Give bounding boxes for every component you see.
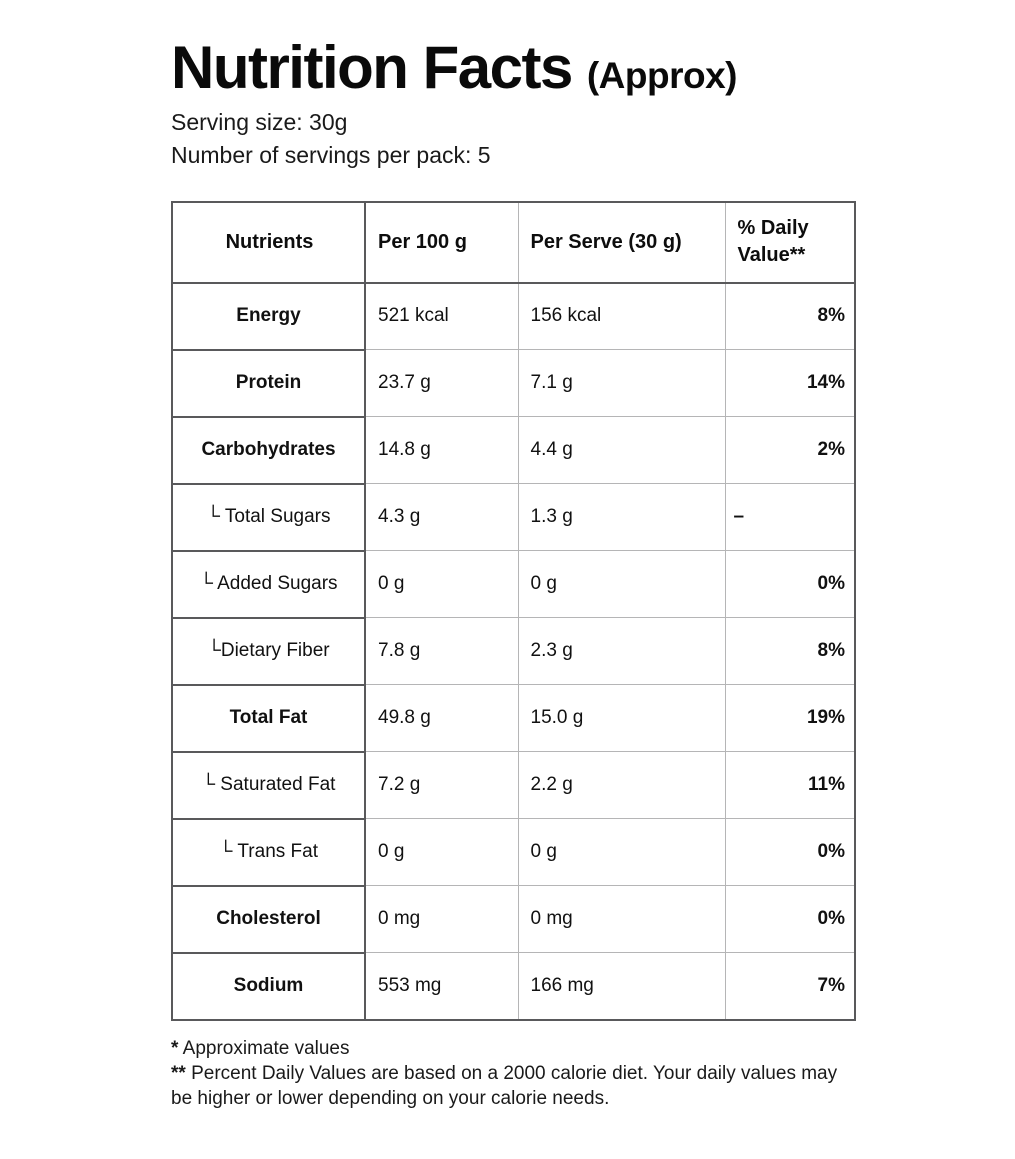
title-line: Nutrition Facts (Approx): [171, 36, 1015, 99]
per-serve-value: 156 kcal: [517, 282, 726, 351]
nutrient-name: Total Fat: [171, 683, 366, 753]
nutrient-name: └ Trans Fat: [171, 817, 366, 887]
nutrient-name: Sodium: [171, 951, 366, 1021]
nutrient-name: Carbohydrates: [171, 415, 366, 485]
table-header: Nutrients Per 100 g Per Serve (30 g) % D…: [171, 200, 856, 284]
daily-value: 11%: [724, 751, 856, 820]
table-row-dietary-fiber: └Dietary Fiber 7.8 g 2.3 g 8%: [171, 616, 856, 686]
per-serve-value: 2.3 g: [517, 617, 726, 686]
footnote-marker: *: [171, 1037, 179, 1059]
per-serve-value: 0 g: [517, 550, 726, 619]
nutrition-table: Nutrients Per 100 g Per Serve (30 g) % D…: [171, 200, 856, 1021]
per-100g-value: 553 mg: [364, 952, 519, 1021]
footnote-approximate: * Approximate values: [171, 1036, 861, 1061]
col-header-per-serve: Per Serve (30 g): [517, 201, 726, 284]
table-row-carbohydrates: Carbohydrates 14.8 g 4.4 g 2%: [171, 415, 856, 485]
nutrient-name: └Dietary Fiber: [171, 616, 366, 686]
per-serve-value: 2.2 g: [517, 751, 726, 820]
serving-info: Serving size: 30g Number of servings per…: [171, 106, 1015, 173]
table-row-cholesterol: Cholesterol 0 mg 0 mg 0%: [171, 884, 856, 954]
nutrient-name: Energy: [171, 281, 366, 351]
table-row-energy: Energy 521 kcal 156 kcal 8%: [171, 281, 856, 351]
daily-value: 2%: [724, 416, 856, 485]
table-row-trans-fat: └ Trans Fat 0 g 0 g 0%: [171, 817, 856, 887]
table-row-total-fat: Total Fat 49.8 g 15.0 g 19%: [171, 683, 856, 753]
table-row-sodium: Sodium 553 mg 166 mg 7%: [171, 951, 856, 1021]
col-header-daily-value: % Daily Value**: [724, 201, 856, 284]
per-serve-value: 0 g: [517, 818, 726, 887]
per-100g-value: 14.8 g: [364, 416, 519, 485]
per-serve-value: 4.4 g: [517, 416, 726, 485]
per-100g-value: 7.8 g: [364, 617, 519, 686]
daily-value: 0%: [724, 550, 856, 619]
col-header-nutrients: Nutrients: [171, 200, 366, 284]
per-100g-value: 4.3 g: [364, 483, 519, 552]
table-row-added-sugars: └ Added Sugars 0 g 0 g 0%: [171, 549, 856, 619]
table-row-saturated-fat: └ Saturated Fat 7.2 g 2.2 g 11%: [171, 750, 856, 820]
daily-value: 7%: [724, 952, 856, 1021]
per-serve-value: 1.3 g: [517, 483, 726, 552]
per-100g-value: 0 g: [364, 550, 519, 619]
per-100g-value: 23.7 g: [364, 349, 519, 418]
daily-value: 8%: [724, 617, 856, 686]
footnote-text: Percent Daily Values are based on a 2000…: [171, 1062, 838, 1109]
col-header-per-100g: Per 100 g: [364, 201, 519, 284]
nutrient-name: └ Added Sugars: [171, 549, 366, 619]
per-serve-value: 166 mg: [517, 952, 726, 1021]
footnote-text: Approximate values: [182, 1037, 350, 1059]
footnote-daily-values: ** Percent Daily Values are based on a 2…: [171, 1061, 861, 1111]
nutrient-name: └ Saturated Fat: [171, 750, 366, 820]
page-title: Nutrition Facts: [171, 34, 573, 101]
table-body: Energy 521 kcal 156 kcal 8% Protein 23.7…: [171, 281, 856, 1021]
daily-value: 0%: [724, 885, 856, 954]
per-100g-value: 7.2 g: [364, 751, 519, 820]
per-100g-value: 49.8 g: [364, 684, 519, 753]
per-serve-value: 7.1 g: [517, 349, 726, 418]
daily-value: –: [724, 483, 856, 552]
daily-value: 14%: [724, 349, 856, 418]
footnote-marker: **: [171, 1062, 186, 1084]
footnotes: * Approximate values ** Percent Daily Va…: [171, 1036, 861, 1111]
page-title-suffix: (Approx): [586, 55, 738, 96]
per-serve-value: 0 mg: [517, 885, 726, 954]
nutrient-name: Protein: [171, 348, 366, 418]
serving-size-text: Serving size: 30g: [171, 109, 348, 135]
per-100g-value: 0 mg: [364, 885, 519, 954]
daily-value: 19%: [724, 684, 856, 753]
servings-per-pack-text: Number of servings per pack: 5: [171, 142, 491, 169]
header-row: Nutrients Per 100 g Per Serve (30 g) % D…: [171, 200, 856, 284]
daily-value: 0%: [724, 818, 856, 887]
per-serve-value: 15.0 g: [517, 684, 726, 753]
per-100g-value: 521 kcal: [364, 282, 519, 351]
nutrient-name: Cholesterol: [171, 884, 366, 954]
table-row-protein: Protein 23.7 g 7.1 g 14%: [171, 348, 856, 418]
daily-value: 8%: [724, 282, 856, 351]
nutrition-label: Nutrition Facts (Approx) Serving size: 3…: [171, 36, 1015, 1111]
nutrient-name: └ Total Sugars: [171, 482, 366, 552]
table-row-total-sugars: └ Total Sugars 4.3 g 1.3 g –: [171, 482, 856, 552]
per-100g-value: 0 g: [364, 818, 519, 887]
